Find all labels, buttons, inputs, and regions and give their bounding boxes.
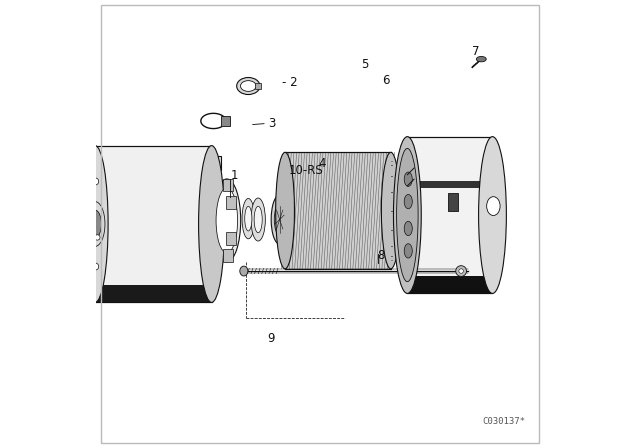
Text: - 2: - 2 [282,76,298,90]
Ellipse shape [216,188,237,253]
Text: 10-RS: 10-RS [289,164,323,177]
Ellipse shape [89,210,101,238]
Circle shape [456,266,467,276]
Text: 8: 8 [377,249,385,262]
Text: 3: 3 [269,116,276,130]
Ellipse shape [479,137,506,293]
Bar [226,232,236,245]
Ellipse shape [397,148,418,282]
Bar [448,193,458,211]
Text: 6: 6 [383,74,390,87]
Ellipse shape [242,198,255,239]
Ellipse shape [244,206,252,231]
Circle shape [92,263,99,270]
Polygon shape [408,181,493,188]
Bar [255,83,261,89]
Ellipse shape [254,206,262,233]
Ellipse shape [251,198,266,241]
Ellipse shape [404,244,412,258]
Polygon shape [95,146,212,302]
Text: 1: 1 [231,169,239,182]
Ellipse shape [476,56,486,62]
Ellipse shape [82,146,108,302]
Polygon shape [212,156,221,170]
Bar [221,116,230,126]
Ellipse shape [404,172,412,186]
Ellipse shape [237,78,260,95]
Text: C030137*: C030137* [482,418,525,426]
Ellipse shape [276,152,294,269]
Ellipse shape [213,179,241,262]
Ellipse shape [271,195,288,244]
Bar [223,179,233,191]
Polygon shape [408,276,493,293]
Text: 7: 7 [472,45,480,58]
Polygon shape [285,152,391,269]
Bar [223,250,233,262]
Text: 9: 9 [267,332,275,345]
Polygon shape [95,285,212,302]
Ellipse shape [486,197,500,215]
Ellipse shape [241,81,256,91]
Circle shape [95,235,100,240]
Ellipse shape [198,146,225,302]
Circle shape [92,178,99,185]
Text: 5: 5 [361,58,369,72]
Ellipse shape [381,152,400,269]
Ellipse shape [275,204,285,235]
Polygon shape [212,232,221,246]
Circle shape [459,269,463,273]
Ellipse shape [404,221,412,236]
Ellipse shape [240,266,248,276]
Text: 4: 4 [319,157,326,170]
Ellipse shape [394,137,421,293]
Ellipse shape [404,194,412,209]
Polygon shape [408,137,493,293]
Bar [226,196,236,209]
